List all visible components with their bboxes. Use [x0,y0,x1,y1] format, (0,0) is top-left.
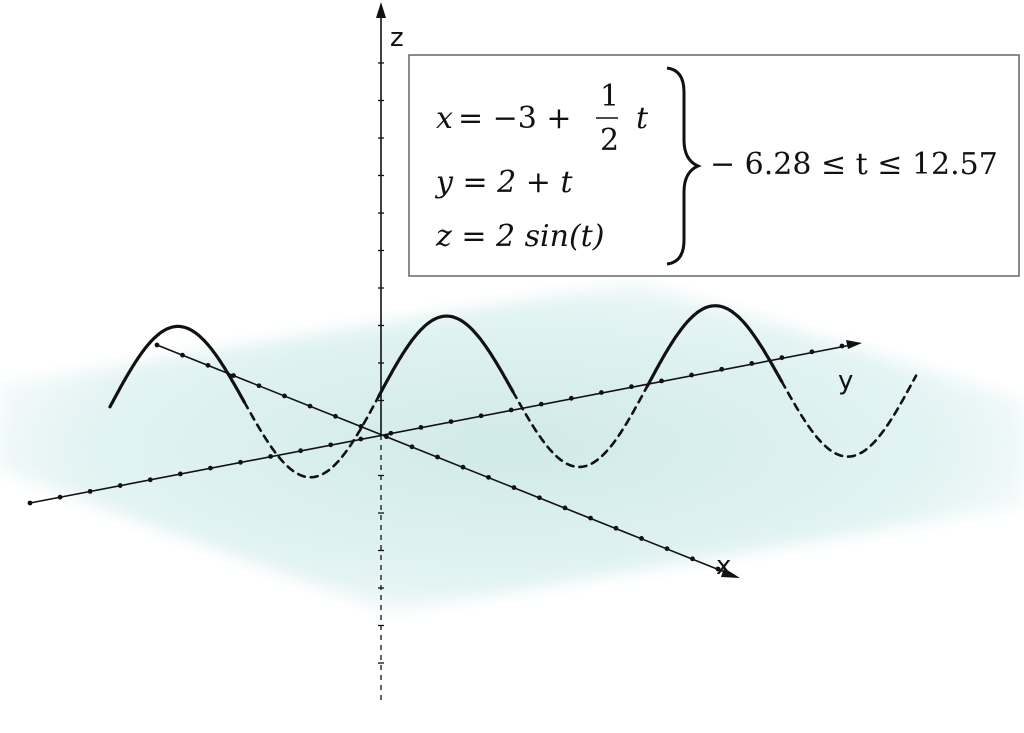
x-axis-arrowhead [721,568,740,578]
x-axis-tick [486,474,491,480]
y-equation: y = 2 + t [434,165,573,200]
y-axis-tick [418,425,424,430]
x-axis-tick [664,546,670,552]
y-axis-tick [177,471,183,477]
y-axis-line [29,343,855,504]
y-axis-tick [568,395,574,401]
curve-segment-below-plane [243,395,380,479]
x-axis-tick [256,383,262,389]
x-equation-variable: t [636,101,649,136]
z-axis-label: z [390,23,404,53]
x-axis-tick [613,525,619,531]
x-equation-const: = −3 + [458,101,572,136]
xy-plane [0,282,1024,612]
y-axis-tick [298,448,304,454]
x-axis-line [156,344,733,576]
x-axis-tick [409,444,415,450]
x-equation-fraction-numerator: 1 [600,79,619,114]
y-axis-tick [779,355,785,361]
coordinate-axes [27,2,862,700]
y-axis-tick [117,483,123,488]
y-axis-tick [659,378,664,384]
x-equation-fraction-denominator: 2 [600,123,619,158]
x-axis-tick [358,424,364,429]
y-axis-tick [599,390,604,395]
y-axis-tick [839,343,845,349]
y-axis-tick [388,430,394,436]
x-axis-tick [435,454,440,460]
curve-segment-below-plane [780,374,918,458]
equation-box: x = −3 + 1 2 t y = 2 + t z = 2 sin(t) − … [408,54,1020,277]
x-axis-tick [511,485,517,490]
curve-segment-above-plane [377,314,515,398]
y-axis-tick [268,454,273,459]
y-axis-tick [809,349,815,355]
x-axis-tick [562,505,568,511]
y-axis-tick [57,494,63,500]
y-axis-tick [719,366,725,372]
y-axis-label: y [838,366,853,396]
y-axis-tick [508,407,514,413]
y-axis-tick [749,361,755,366]
y-axis-tick [328,442,334,448]
x-equation-lhs: x [436,101,453,136]
x-axis-tick [715,566,721,572]
equation-box-frame [408,54,1020,277]
y-axis-tick [27,500,33,506]
y-axis-tick [448,419,454,424]
x-axis-tick [307,403,313,409]
curve-segment-above-plane [645,304,784,388]
curve-segment-below-plane [511,384,649,469]
curve-segment-above-plane [108,324,246,409]
x-axis-tick [282,393,287,399]
y-axis-tick [478,413,484,419]
x-axis-tick [205,362,211,368]
y-axis-tick [358,436,364,442]
x-axis-tick [588,515,593,521]
y-axis-tick [208,465,213,471]
y-axis-tick [238,459,243,465]
x-axis-tick [384,434,389,440]
x-axis-label: x [716,551,731,581]
helix-curve [108,304,918,479]
x-axis-tick [180,352,185,358]
x-axis-tick [537,495,542,501]
x-axis-tick [333,413,338,419]
y-axis-tick [87,488,93,494]
x-axis-tick [154,342,160,348]
x-axis-tick [639,536,644,541]
y-axis-tick [689,372,695,378]
parameter-range: − 6.28 ≤ t ≤ 12.57 [710,147,998,182]
y-axis-tick [629,384,634,390]
x-axis-tick [231,373,236,378]
right-curly-brace [666,66,702,266]
y-axis-arrowhead [846,340,862,349]
y-axis-tick [147,477,153,483]
x-axis-tick [460,464,466,470]
z-axis-arrowhead [376,2,386,18]
z-equation: z = 2 sin(t) [435,219,604,254]
y-axis-tick [538,401,544,407]
x-axis-tick [690,556,695,562]
